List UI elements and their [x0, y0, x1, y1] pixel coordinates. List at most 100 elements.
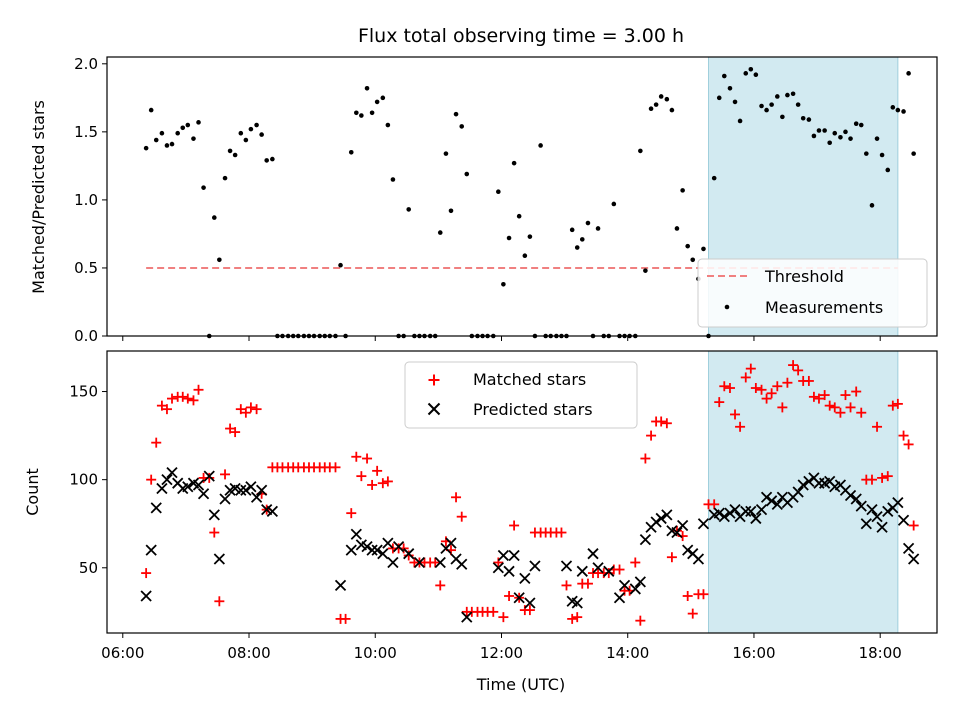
matched-star-point — [161, 404, 172, 415]
predicted-star-point — [618, 579, 631, 592]
matched-star-point — [851, 386, 862, 397]
ratio-legend: Threshold Measurements — [697, 258, 928, 328]
matched-star-point — [908, 520, 919, 531]
matched-star-point — [824, 400, 835, 411]
predicted-star-point — [497, 549, 510, 562]
matched-star-point — [488, 606, 499, 617]
measurement-point — [811, 133, 817, 139]
matched-star-point — [493, 557, 504, 568]
predicted-star-point — [713, 507, 725, 519]
measurement-point — [838, 134, 843, 140]
x-tick-label: 06:00 — [101, 644, 144, 662]
predicted-star-point — [503, 565, 515, 577]
predicted-star-point — [456, 558, 468, 570]
measurement-point — [674, 226, 680, 231]
predicted-star-point — [692, 553, 705, 565]
matched-star-point — [640, 453, 651, 464]
measurement-point — [448, 208, 454, 214]
measurement-point — [270, 156, 275, 162]
measurement-point — [827, 140, 832, 146]
predicted-star-point — [634, 576, 646, 588]
measurement-point — [390, 177, 396, 182]
predicted-star-point — [371, 544, 383, 556]
measurement-point — [727, 86, 733, 91]
matched-star-point — [840, 390, 851, 401]
measurement-point — [180, 125, 186, 131]
matched-star-point — [188, 395, 199, 406]
measurement-point — [185, 122, 191, 128]
matched-star-point — [903, 439, 914, 450]
predicted-star-point — [676, 519, 689, 532]
measurement-point — [911, 151, 916, 156]
predicted-star-point — [145, 544, 157, 556]
predicted-star-point — [866, 503, 878, 516]
matched-star-point — [451, 492, 462, 503]
matched-star-point — [430, 557, 441, 568]
measurement-point — [858, 122, 864, 128]
matched-star-point — [756, 384, 767, 395]
matched-star-point — [661, 418, 672, 429]
count-y-tick-label: 150 — [69, 383, 98, 401]
matched-star-point — [151, 437, 162, 448]
measurement-point — [338, 262, 343, 268]
measurements-legend-swatch — [724, 304, 730, 310]
measurement-point — [775, 94, 780, 99]
matched-star-point — [367, 479, 378, 490]
predicted-star-point — [629, 583, 641, 595]
matched-star-point — [666, 552, 677, 563]
predicted-star-point — [592, 562, 604, 574]
predicted-star-point — [182, 481, 194, 493]
predicted-star-point — [587, 548, 599, 560]
measurement-point — [238, 130, 244, 136]
measurement-point — [437, 230, 443, 235]
measurement-point — [806, 117, 812, 122]
measurement-point — [611, 201, 617, 207]
measurement-point — [653, 102, 659, 107]
measurement-point — [464, 171, 470, 177]
count-highlight-span — [708, 350, 899, 634]
predicted-star-point — [208, 509, 220, 521]
predicted-star-point — [639, 533, 652, 546]
measurement-point — [453, 111, 459, 117]
predicted-star-point — [434, 556, 446, 569]
matched-star-point — [845, 402, 856, 413]
predicted-star-point — [682, 544, 694, 556]
measurement-point — [143, 145, 149, 151]
predicted-star-point — [760, 491, 773, 503]
predicted-legend-label: Predicted stars — [473, 400, 593, 419]
predicted-star-point — [161, 474, 173, 486]
matched-star-point — [856, 407, 867, 418]
measurement-point — [769, 102, 774, 107]
measurement-point — [443, 151, 449, 156]
measurement-point — [701, 246, 706, 252]
matched-star-point — [735, 421, 746, 432]
predicted-star-point — [655, 512, 667, 525]
measurement-point — [385, 122, 391, 128]
measurement-point — [574, 245, 580, 250]
chart-title: Flux total observing time = 3.00 h — [358, 25, 684, 47]
ratio-y-tick-label: 2.0 — [74, 55, 98, 73]
predicted-star-point — [876, 521, 888, 533]
predicted-star-point — [387, 556, 399, 569]
measurement-point — [364, 86, 370, 91]
measurement-point — [369, 110, 375, 116]
measurement-point — [711, 175, 717, 181]
matched-star-point — [156, 400, 167, 411]
predicted-star-point — [897, 514, 910, 526]
measurement-point — [511, 160, 517, 166]
measurement-point — [885, 167, 891, 173]
matched-star-point — [141, 568, 152, 579]
matched-star-point — [724, 383, 735, 394]
predicted-star-point — [571, 597, 583, 609]
matched-star-point — [351, 451, 362, 462]
measurement-point — [895, 107, 901, 113]
predicted-star-point — [855, 500, 867, 512]
measurement-point — [148, 107, 154, 113]
measurement-point — [901, 109, 906, 114]
count-legend: Matched stars Predicted stars — [404, 361, 638, 429]
measurement-point — [648, 106, 654, 112]
matched-star-point — [646, 430, 657, 441]
predicted-star-point — [445, 537, 457, 549]
measurement-point — [227, 148, 233, 154]
measurement-point — [243, 137, 249, 143]
